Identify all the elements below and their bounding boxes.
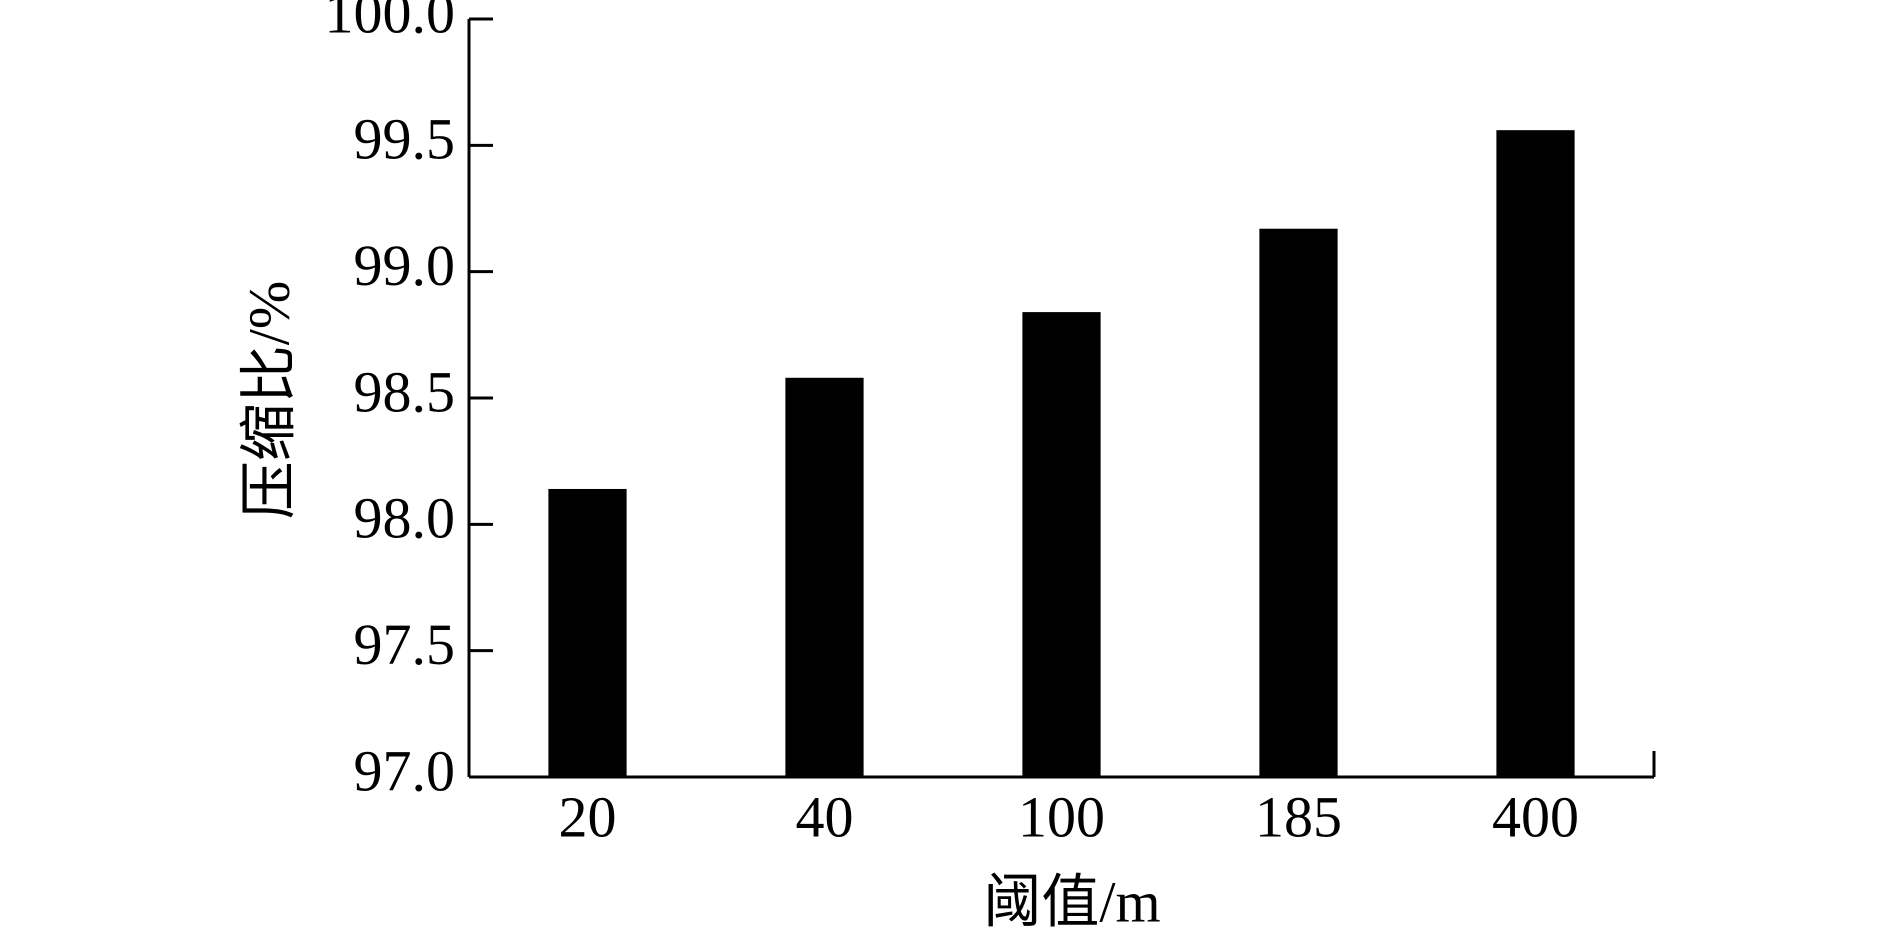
x-tick-label: 400 [1492, 784, 1579, 849]
y-tick-label: 97.0 [354, 738, 456, 803]
y-tick-label: 98.0 [354, 486, 456, 551]
y-tick-label: 98.5 [354, 359, 456, 424]
bar [785, 377, 864, 777]
y-tick-label: 99.0 [354, 233, 456, 298]
x-tick-label: 20 [559, 784, 617, 849]
y-axis-label: 压缩比/% [236, 281, 301, 519]
x-tick-label: 40 [796, 784, 854, 849]
bar [548, 488, 627, 777]
y-tick-label: 99.5 [354, 107, 456, 172]
bar [1496, 130, 1575, 777]
y-tick-label: 97.5 [354, 612, 456, 677]
x-axis-label: 阈值/m [983, 869, 1160, 934]
bar [1022, 312, 1101, 777]
y-tick-label: 100.0 [325, 0, 456, 45]
x-tick-label: 100 [1018, 784, 1105, 849]
bar [1259, 228, 1338, 778]
x-tick-label: 185 [1255, 784, 1342, 849]
